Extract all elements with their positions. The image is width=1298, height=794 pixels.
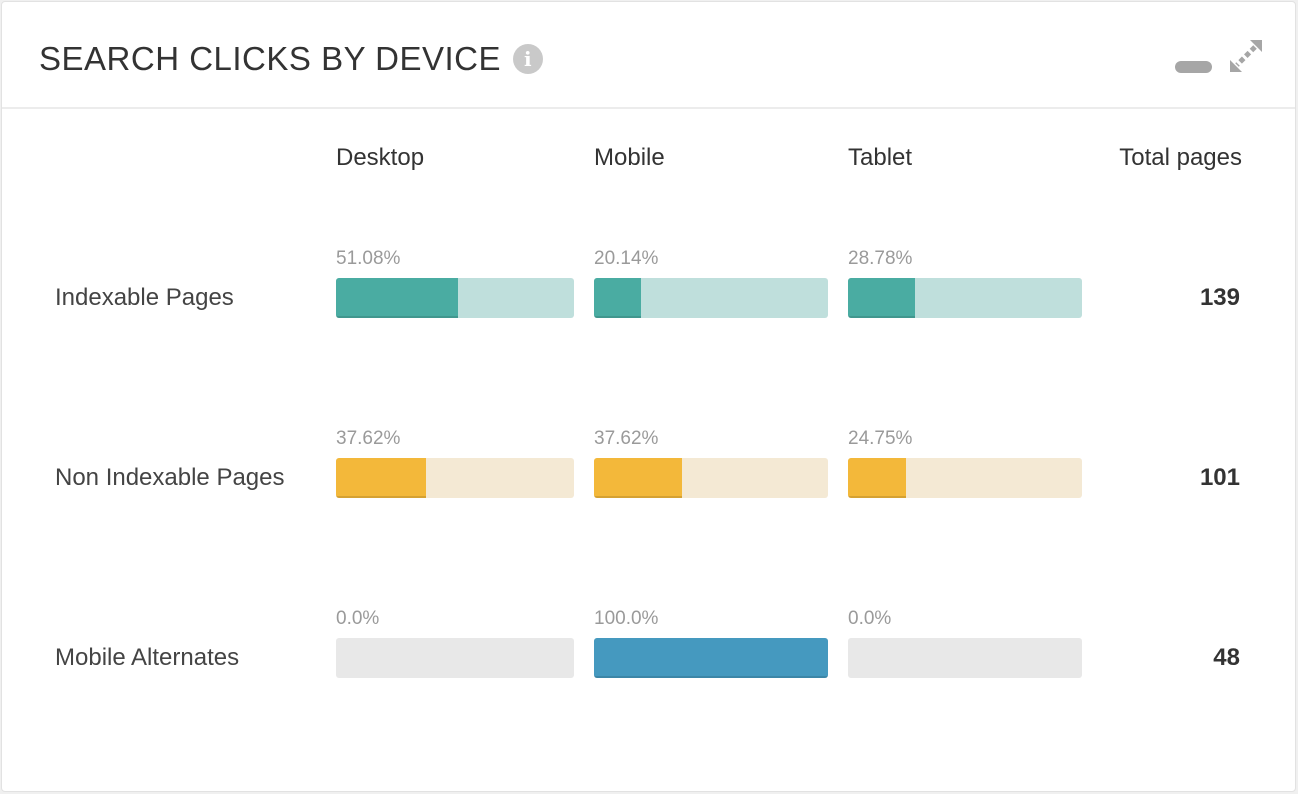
percent-label: 37.62% [594,428,659,449]
progress-bar [336,638,574,678]
column-header-mobile: Mobile [594,144,665,171]
progress-fill [594,638,828,678]
expand-icon[interactable] [1228,38,1264,74]
progress-bar [336,458,574,498]
column-header-desktop: Desktop [336,144,425,171]
widget-header: SEARCH CLICKS BY DEVICE i [2,2,1295,109]
total-pages-value: 101 [1199,464,1240,491]
progress-bar [848,458,1082,498]
percent-label: 28.78% [848,248,913,269]
column-header-tablet: Tablet [848,144,913,171]
minimize-icon[interactable] [1175,61,1212,73]
percent-label: 0.0% [336,608,380,629]
total-pages-value: 48 [1213,644,1240,671]
percent-label: 51.08% [336,248,401,269]
row-label: Indexable Pages [55,284,234,311]
row-label: Mobile Alternates [55,644,240,671]
progress-bar [594,458,828,498]
total-pages-value: 139 [1199,284,1240,311]
progress-bar [594,278,828,318]
percent-label: 24.75% [848,428,913,449]
progress-fill [594,458,683,498]
progress-bar [848,638,1082,678]
progress-fill [336,278,458,318]
progress-bar [336,278,574,318]
percent-label: 0.0% [848,608,892,629]
percent-label: 100.0% [594,608,659,629]
progress-fill [848,458,906,498]
info-icon[interactable]: i [513,44,544,74]
progress-fill [848,278,916,318]
progress-bar [594,638,828,678]
widget-title: SEARCH CLICKS BY DEVICE i [39,40,544,78]
progress-fill [594,278,642,318]
percent-label: 20.14% [594,248,659,269]
title-text: SEARCH CLICKS BY DEVICE [39,40,502,77]
progress-fill [336,458,426,498]
progress-bar [848,278,1082,318]
percent-label: 37.62% [336,428,401,449]
column-header-total-pages: Total pages [1119,144,1242,171]
row-label: Non Indexable Pages [55,464,285,491]
